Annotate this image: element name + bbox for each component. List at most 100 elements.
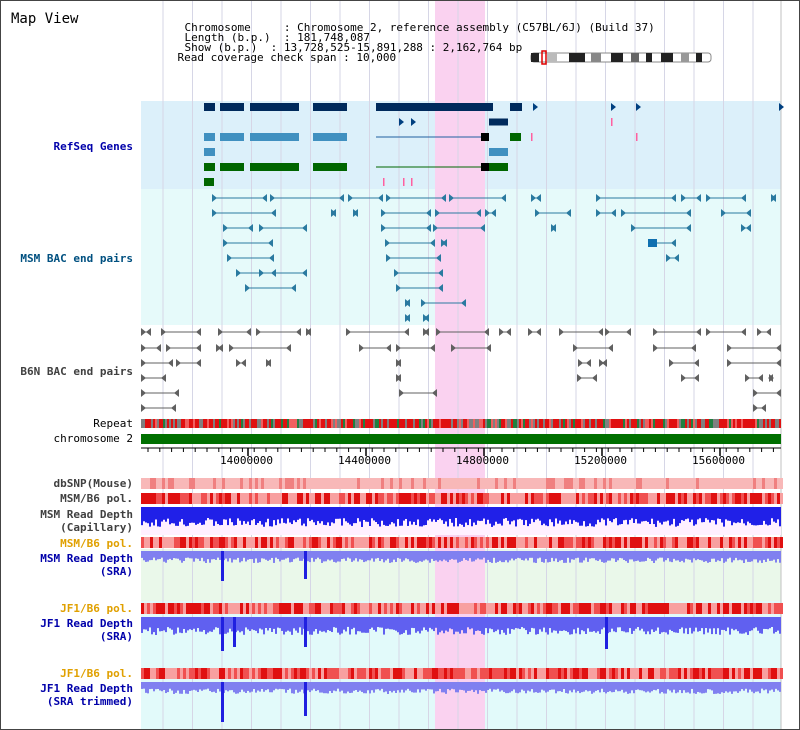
polymorphism-cell	[438, 493, 441, 504]
polymorphism-cell	[282, 493, 285, 504]
polymorphism-cell	[177, 537, 180, 548]
read-depth-bar	[563, 507, 565, 525]
track-label-repeat[interactable]: Repeat	[93, 417, 133, 430]
read-depth-bar	[523, 682, 525, 691]
read-depth-bar	[325, 507, 327, 526]
read-depth-bar	[159, 617, 161, 632]
read-depth-bar	[181, 617, 183, 634]
track-label-b6n-bac[interactable]: B6N BAC end pairs	[20, 365, 133, 378]
read-depth-bar	[761, 507, 763, 525]
polymorphism-cell	[150, 493, 153, 504]
read-depth-bar	[217, 682, 219, 689]
polymorphism-cell	[624, 603, 627, 614]
repeat-segment	[397, 419, 399, 428]
repeat-segment	[749, 419, 751, 428]
repeat-segment	[141, 419, 143, 428]
track-label-jf1-b6-pol-2[interactable]: JF1/B6 pol.	[60, 667, 133, 680]
read-depth-bar	[205, 551, 207, 563]
read-depth-bar	[515, 551, 517, 559]
track-label-dbsnp[interactable]: dbSNP(Mouse)	[53, 477, 133, 490]
bac-end	[694, 374, 699, 382]
read-depth-bar	[749, 551, 751, 562]
polymorphism-cell	[153, 603, 156, 614]
track-label-msm-bac[interactable]: MSM BAC end pairs	[20, 252, 133, 265]
read-depth-bar	[651, 617, 653, 630]
polymorphism-cell	[732, 478, 735, 489]
read-depth-bar	[255, 617, 257, 631]
polymorphism-cell	[213, 537, 216, 548]
read-depth-bar	[549, 507, 551, 520]
read-depth-bar	[715, 551, 717, 562]
read-depth-bar	[333, 507, 335, 524]
polymorphism-cell	[588, 478, 591, 489]
polymorphism-cell	[192, 668, 195, 679]
polymorphism-cell	[366, 603, 369, 614]
track-label-jf1-depth-sra-1[interactable]: JF1 Read Depth	[40, 617, 133, 630]
read-depth-bar	[511, 551, 513, 559]
polymorphism-cell	[690, 668, 693, 679]
track-label-msm-depth-cap-2[interactable]: (Capillary)	[60, 521, 133, 534]
track-label-jf1-depth-trim-1[interactable]: JF1 Read Depth	[40, 682, 133, 695]
repeat-segment	[383, 419, 385, 428]
read-depth-bar	[551, 617, 553, 633]
polymorphism-cell	[435, 537, 438, 548]
polymorphism-cell	[438, 537, 441, 548]
read-depth-bar	[375, 682, 377, 690]
read-depth-bar	[355, 682, 357, 691]
track-label-msm-b6-pol-2[interactable]: MSM/B6 pol.	[60, 537, 133, 550]
polymorphism-cell	[675, 603, 678, 614]
read-depth-bar	[667, 682, 669, 690]
read-depth-bar	[309, 682, 311, 693]
read-depth-bar	[157, 507, 159, 527]
read-depth-bar	[437, 551, 439, 562]
repeat-segment	[403, 419, 405, 428]
polymorphism-cell	[606, 493, 609, 504]
track-label-msm-depth-cap-1[interactable]: MSM Read Depth	[40, 508, 133, 521]
polymorphism-cell	[708, 478, 711, 489]
track-label-jf1-b6-pol-1[interactable]: JF1/B6 pol.	[60, 602, 133, 615]
polymorphism-cell	[204, 537, 207, 548]
track-label-msm-depth-sra-2[interactable]: (SRA)	[99, 565, 133, 578]
bac-end	[441, 194, 446, 202]
polymorphism-cell	[534, 493, 537, 504]
repeat-segment	[715, 419, 717, 428]
polymorphism-cell	[282, 478, 285, 489]
polymorphism-cell	[594, 493, 597, 504]
polymorphism-cell	[201, 537, 204, 548]
track-label-jf1-depth-trim-2[interactable]: (SRA trimmed)	[46, 695, 133, 708]
repeat-segment	[367, 419, 369, 428]
polymorphism-cell	[585, 478, 588, 489]
polymorphism-cell	[471, 668, 474, 679]
polymorphism-cell	[468, 537, 471, 548]
read-depth-bar	[425, 551, 427, 560]
polymorphism-cell	[540, 478, 543, 489]
gene-exon	[481, 133, 489, 141]
read-depth-bar	[239, 617, 241, 633]
polymorphism-cell	[396, 478, 399, 489]
polymorphism-cell	[369, 668, 372, 679]
polymorphism-cell	[462, 537, 465, 548]
polymorphism-cell	[318, 493, 321, 504]
track-label-refseq[interactable]: RefSeq Genes	[53, 140, 133, 153]
repeat-segment	[705, 419, 707, 428]
bac-end	[691, 344, 696, 352]
read-depth-bar	[147, 507, 149, 524]
track-label-msm-b6-pol-1[interactable]: MSM/B6 pol.	[60, 492, 133, 505]
repeat-segment	[213, 419, 215, 428]
track-label-msm-depth-sra-1[interactable]: MSM Read Depth	[40, 552, 133, 565]
bac-end	[424, 314, 429, 322]
bac-end	[271, 209, 276, 217]
polymorphism-cell	[498, 537, 501, 548]
read-depth-bar	[601, 617, 603, 630]
track-label-jf1-depth-sra-2[interactable]: (SRA)	[99, 630, 133, 643]
read-depth-bar	[329, 682, 331, 692]
read-depth-bar	[457, 551, 459, 563]
repeat-segment	[233, 419, 235, 428]
read-depth-bar	[701, 507, 703, 523]
bac-end	[476, 209, 481, 217]
track-label-chromosome[interactable]: chromosome 2	[53, 432, 133, 445]
polymorphism-cell	[507, 493, 510, 504]
polymorphism-cell	[777, 668, 780, 679]
read-depth-bar	[721, 617, 723, 630]
